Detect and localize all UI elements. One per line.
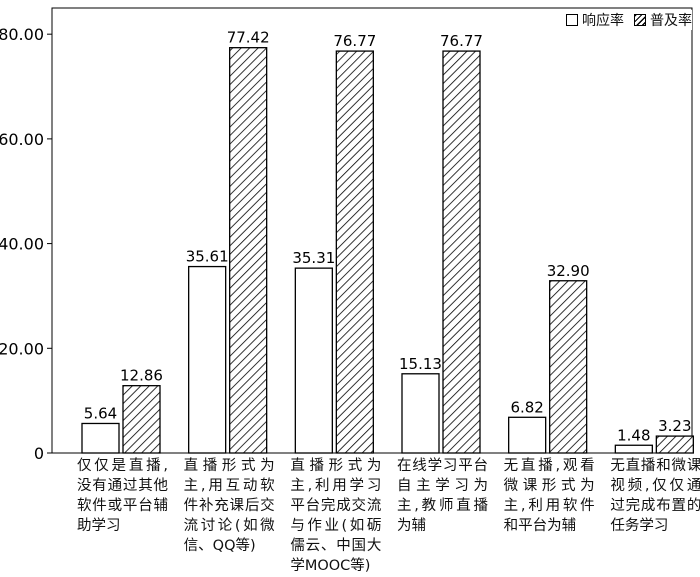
- value-labels: 5.64 12.86 35.61 77.42 35.31 76.77 15.13 76.77 6…: [84, 29, 692, 445]
- data-label-response-5: 1.48: [617, 426, 650, 444]
- y-tick-label: 60.00: [0, 130, 44, 149]
- y-tick-label: 40.00: [0, 235, 44, 254]
- legend: 响应率 普及率: [560, 10, 692, 30]
- legend-item-coverage: 普及率: [634, 10, 692, 30]
- bar-coverage-5: [655, 435, 694, 454]
- category-label-5: 无直播和微课视频,仅仅通过完成布置的任务学习: [610, 458, 700, 534]
- data-label-response-2: 35.31: [292, 249, 335, 267]
- y-tick-label: 20.00: [0, 339, 44, 358]
- legend-label-response: 响应率: [582, 13, 624, 29]
- data-label-response-3: 15.13: [399, 355, 442, 373]
- y-tick-label: 80.00: [0, 25, 44, 44]
- data-label-coverage-0: 12.86: [120, 367, 163, 385]
- bar-response-3: [401, 373, 440, 454]
- bars: [81, 47, 694, 454]
- category-label-1: 直播形式为主,用互动软件补充课后交流讨论(如微信、QQ等): [183, 458, 275, 554]
- y-tick-label: 0: [34, 444, 44, 463]
- bar-response-2: [294, 267, 333, 454]
- data-label-response-0: 5.64: [84, 404, 117, 422]
- bar-response-4: [508, 416, 547, 454]
- legend-label-coverage: 普及率: [650, 13, 692, 29]
- legend-swatch-coverage: [634, 14, 646, 26]
- bar-response-5: [614, 444, 653, 454]
- category-label-4: 无直播,观看微课形式为主,利用软件和平台为辅: [503, 458, 595, 534]
- category-label-2: 直播形式为主,利用学习平台完成交流与作业(如砺儒云、中国大学MOOC等): [290, 458, 382, 574]
- bar-coverage-3: [442, 50, 481, 454]
- bar-coverage-1: [229, 47, 268, 454]
- bar-coverage-2: [335, 50, 374, 454]
- data-label-response-1: 35.61: [186, 248, 229, 266]
- bar-response-0: [81, 422, 120, 454]
- category-label-0: 仅仅是直播,没有通过其他软件或平台辅助学习: [77, 458, 168, 534]
- data-label-coverage-3: 76.77: [440, 32, 483, 50]
- bar-response-1: [188, 265, 227, 454]
- data-label-coverage-2: 76.77: [333, 32, 376, 50]
- legend-item-response: 响应率: [566, 10, 624, 30]
- category-label-3: 在线学习平台自主学习为主,教师直播为辅: [397, 458, 488, 534]
- data-label-response-4: 6.82: [510, 398, 543, 416]
- bar-coverage-4: [549, 280, 588, 454]
- legend-swatch-response: [566, 14, 578, 26]
- data-label-coverage-4: 32.90: [547, 262, 590, 280]
- data-label-coverage-5: 3.23: [658, 417, 691, 435]
- bar-coverage-0: [122, 385, 161, 454]
- data-label-coverage-1: 77.42: [227, 29, 270, 47]
